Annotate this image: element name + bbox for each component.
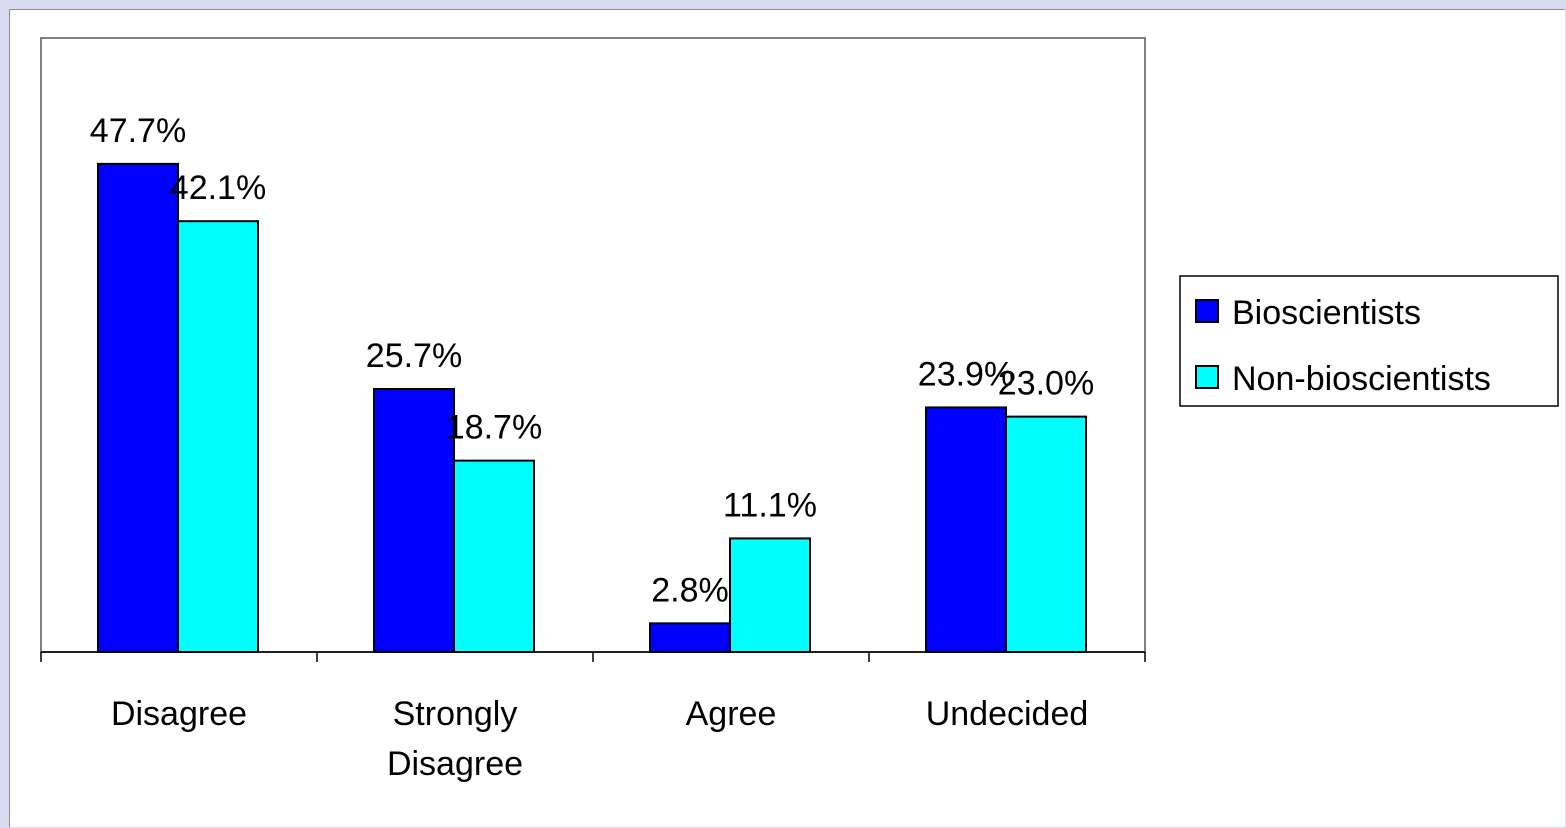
data-label-non-bioscientists-0: 42.1%	[170, 169, 266, 207]
data-label-non-bioscientists-3: 23.0%	[998, 365, 1094, 403]
bar-non-bioscientists-2	[729, 537, 811, 653]
category-label-0: Disagree	[111, 695, 247, 733]
legend-swatch-non-bioscientists	[1195, 365, 1219, 389]
bar-bioscientists-0	[97, 162, 179, 653]
bar-non-bioscientists-0	[177, 220, 259, 653]
bar-non-bioscientists-3	[1005, 415, 1087, 653]
data-label-bioscientists-3: 23.9%	[918, 355, 1014, 393]
legend: Bioscientists Non-bioscientists	[1179, 275, 1559, 407]
legend-box	[1179, 275, 1559, 407]
category-label-3: Undecided	[926, 695, 1089, 733]
x-axis: Disagree Strongly Disagree Agree Undecided	[40, 651, 1146, 783]
legend-label-bioscientists: Bioscientists	[1232, 294, 1421, 332]
category-label-2: Agree	[686, 695, 777, 733]
legend-swatch-bioscientists	[1195, 299, 1219, 323]
data-label-bioscientists-0: 47.7%	[90, 112, 186, 150]
chart-frame: 47.7% 25.7% 2.8% 23.9% 42.1% 18.7% 11.1% 23.0% …	[9, 9, 1565, 827]
data-label-bioscientists-1: 25.7%	[366, 337, 462, 375]
data-label-non-bioscientists-2: 11.1%	[723, 486, 817, 524]
bar-bioscientists-1	[373, 388, 455, 653]
data-label-non-bioscientists-1: 18.7%	[446, 409, 542, 447]
bar-non-bioscientists-1	[453, 459, 535, 653]
category-label-1: Strongly Disagree	[387, 695, 523, 783]
bar-bioscientists-3	[925, 406, 1007, 653]
data-labels: 47.7% 25.7% 2.8% 23.9% 42.1% 18.7% 11.1% 23.0%	[90, 112, 1094, 609]
bars	[97, 162, 1087, 654]
bar-bioscientists-2	[649, 622, 731, 654]
legend-label-non-bioscientists: Non-bioscientists	[1232, 360, 1491, 398]
bar-chart: 47.7%25.7%2.8%23.9%42.1%18.7%11.1%23.0% …	[40, 37, 1559, 783]
data-label-bioscientists-2: 2.8%	[651, 571, 729, 609]
